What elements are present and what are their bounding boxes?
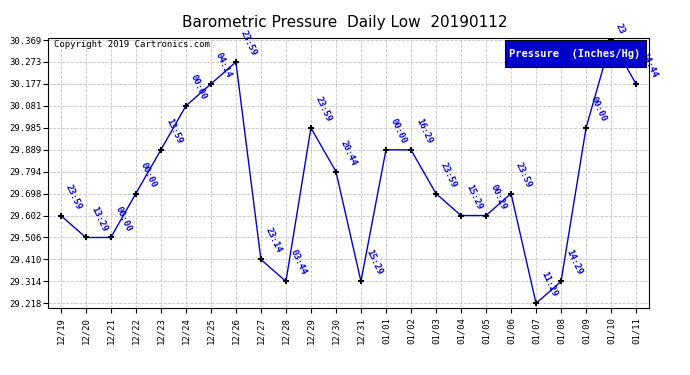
Text: Pressure  (Inches/Hg): Pressure (Inches/Hg) bbox=[509, 49, 641, 59]
Text: 16:29: 16:29 bbox=[414, 117, 433, 145]
Text: 20:44: 20:44 bbox=[339, 139, 359, 167]
Text: 00:00: 00:00 bbox=[139, 160, 159, 189]
Text: 23: 23 bbox=[614, 22, 627, 35]
Text: 23:59: 23:59 bbox=[439, 160, 459, 189]
Text: 04:14: 04:14 bbox=[214, 51, 233, 79]
FancyBboxPatch shape bbox=[504, 40, 646, 67]
Text: 15:29: 15:29 bbox=[364, 249, 384, 277]
Text: 11:29: 11:29 bbox=[539, 270, 559, 298]
Text: Barometric Pressure  Daily Low  20190112: Barometric Pressure Daily Low 20190112 bbox=[182, 15, 508, 30]
Text: 00:00: 00:00 bbox=[114, 205, 133, 233]
Text: 13:29: 13:29 bbox=[89, 205, 108, 233]
Text: 14:29: 14:29 bbox=[564, 249, 584, 277]
Text: 23:14: 23:14 bbox=[264, 226, 284, 255]
Text: 13:59: 13:59 bbox=[164, 117, 184, 145]
Text: 23:59: 23:59 bbox=[239, 29, 259, 57]
Text: 00:00: 00:00 bbox=[189, 73, 208, 101]
Text: Copyright 2019 Cartronics.com: Copyright 2019 Cartronics.com bbox=[55, 40, 210, 49]
Text: 23:59: 23:59 bbox=[314, 95, 333, 123]
Text: 23:59: 23:59 bbox=[63, 183, 83, 211]
Text: 03:44: 03:44 bbox=[289, 249, 308, 277]
Text: 23:59: 23:59 bbox=[514, 160, 533, 189]
Text: 14:44: 14:44 bbox=[639, 51, 659, 79]
Text: 00:00: 00:00 bbox=[589, 95, 609, 123]
Text: 15:29: 15:29 bbox=[464, 183, 484, 211]
Text: 00:29: 00:29 bbox=[489, 183, 509, 211]
Text: 00:00: 00:00 bbox=[389, 117, 408, 145]
